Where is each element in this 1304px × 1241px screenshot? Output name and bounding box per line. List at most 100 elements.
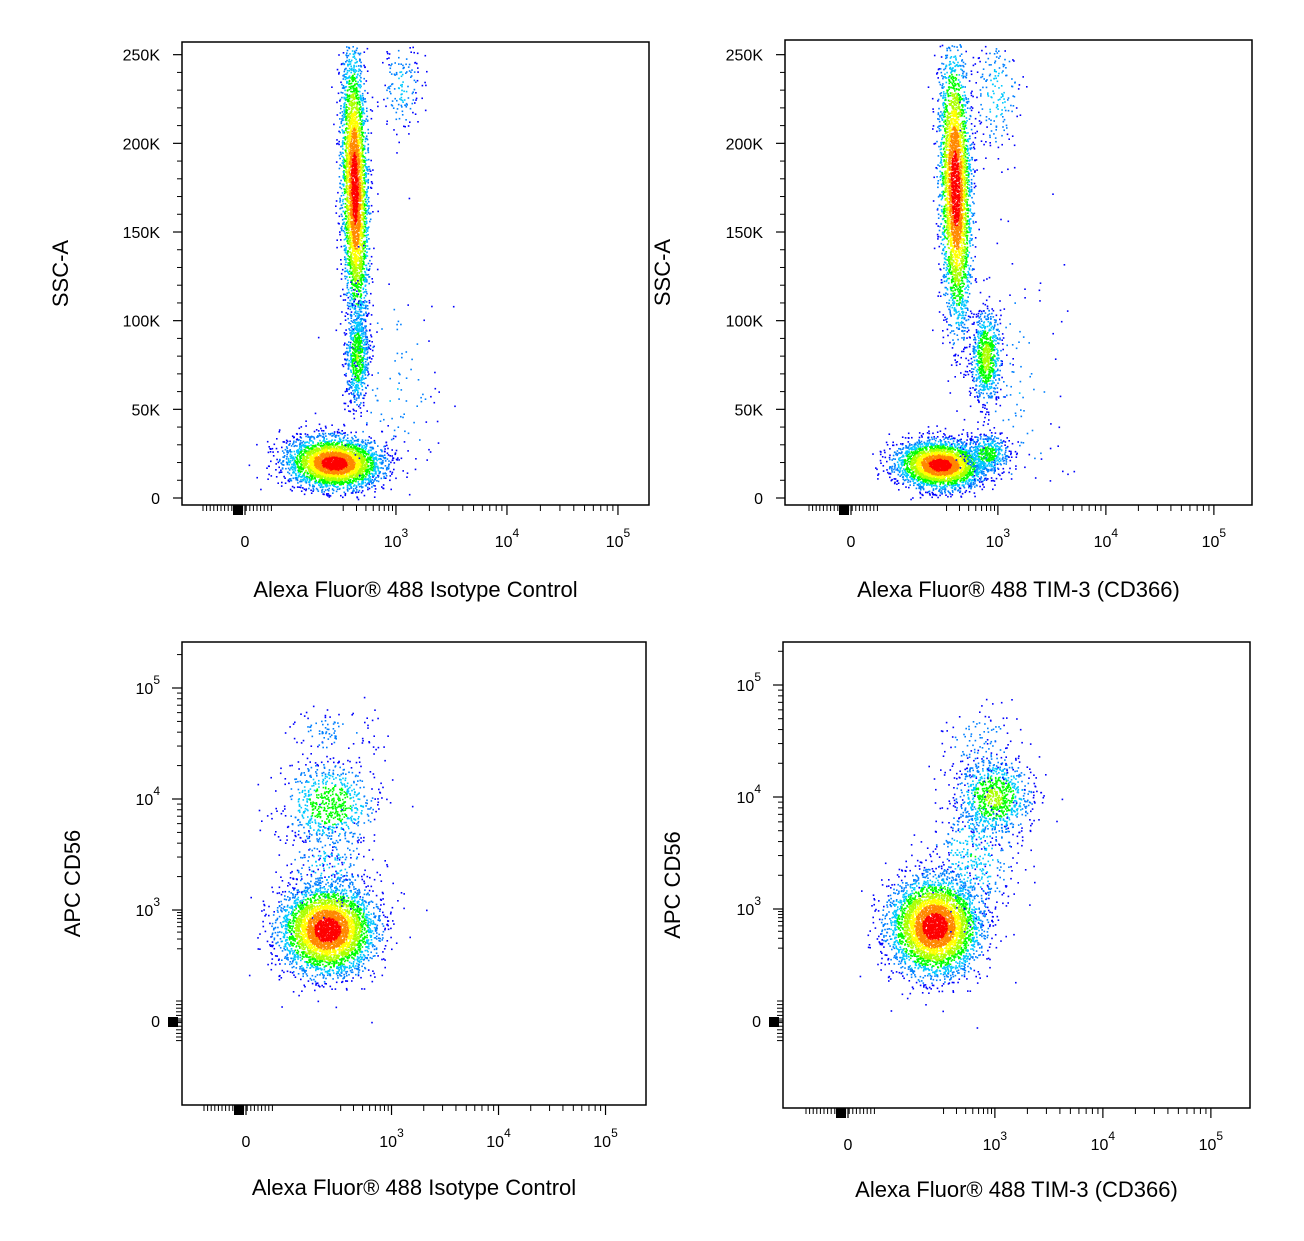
event-dot [344,435,346,437]
event-dot [364,132,366,134]
event-dot [335,486,337,488]
event-dot [333,475,335,477]
event-dot [348,470,350,472]
event-dot [350,141,352,143]
event-dot [368,475,370,477]
event-dot [361,471,363,473]
event-dot [339,467,341,469]
event-dot [349,53,351,55]
event-dot [370,459,372,461]
event-dot [326,467,328,469]
event-dot [338,435,340,437]
event-dot [376,458,378,460]
event-dot [334,461,336,463]
event-dot [334,453,336,455]
event-dot [300,463,302,465]
event-dot [372,183,374,185]
event-dot [324,477,326,479]
event-dot [339,471,341,473]
event-dot [300,433,302,435]
event-dot [293,467,295,469]
event-dot [309,454,311,456]
event-dot [364,458,366,460]
event-dot [310,490,312,492]
event-dot [310,440,312,442]
event-dot [373,485,375,487]
event-dot [322,445,324,447]
event-dot [367,199,369,201]
event-dot [305,446,307,448]
event-dot [366,478,368,480]
event-dot [344,460,346,462]
event-dot [291,467,293,469]
event-dot [316,429,318,431]
event-dot [370,457,372,459]
event-dot [361,483,363,485]
event-dot [290,449,292,451]
event-dot [386,445,388,447]
event-dot [384,451,386,453]
event-dot [404,441,406,443]
event-dot [318,474,320,476]
event-dot [321,486,323,488]
event-dot [351,474,353,476]
event-dot [279,472,281,474]
event-dot [282,461,284,463]
event-dot [342,111,344,113]
event-dot [381,478,383,480]
event-dot [376,480,378,482]
event-dot [347,438,349,440]
event-dot [298,475,300,477]
event-dot [350,487,352,489]
event-dot [320,461,322,463]
event-dot [340,208,342,210]
event-dot [360,452,362,454]
event-dot [354,457,356,459]
event-dot [353,490,355,492]
event-dot [331,468,333,470]
event-dot [294,458,296,460]
event-dot [390,462,392,464]
event-dot [311,492,313,494]
event-dot [293,463,295,465]
event-dot [377,193,379,195]
event-dot [349,488,351,490]
event-dot [372,464,374,466]
event-dot [327,458,329,460]
event-dot [293,442,295,444]
event-dot [302,460,304,462]
event-dot [318,443,320,445]
event-dot [346,57,348,59]
event-dot [359,75,361,77]
event-dot [366,291,368,293]
event-dot [372,305,374,307]
event-dot [361,456,363,458]
event-dot [316,474,318,476]
event-dot [370,447,372,449]
event-dot [304,494,306,496]
event-dot [314,461,316,463]
event-dot [290,451,292,453]
event-dot [321,480,323,482]
event-dot [292,443,294,445]
event-dot [271,475,273,477]
event-dot [363,445,365,447]
event-dot [333,490,335,492]
event-dot [299,455,301,457]
event-dot [360,464,362,466]
event-dot [385,457,387,459]
event-dot [298,451,300,453]
event-dot [334,449,336,451]
event-dot [266,467,268,469]
event-dot [372,455,374,457]
event-dot [303,463,305,465]
event-dot [291,475,293,477]
event-dot [326,445,328,447]
event-dot [373,480,375,482]
event-dot [344,198,346,200]
event-dot [299,448,301,450]
event-dot [361,461,363,463]
event-dot [312,445,314,447]
event-dot [363,465,365,467]
event-dot [303,468,305,470]
